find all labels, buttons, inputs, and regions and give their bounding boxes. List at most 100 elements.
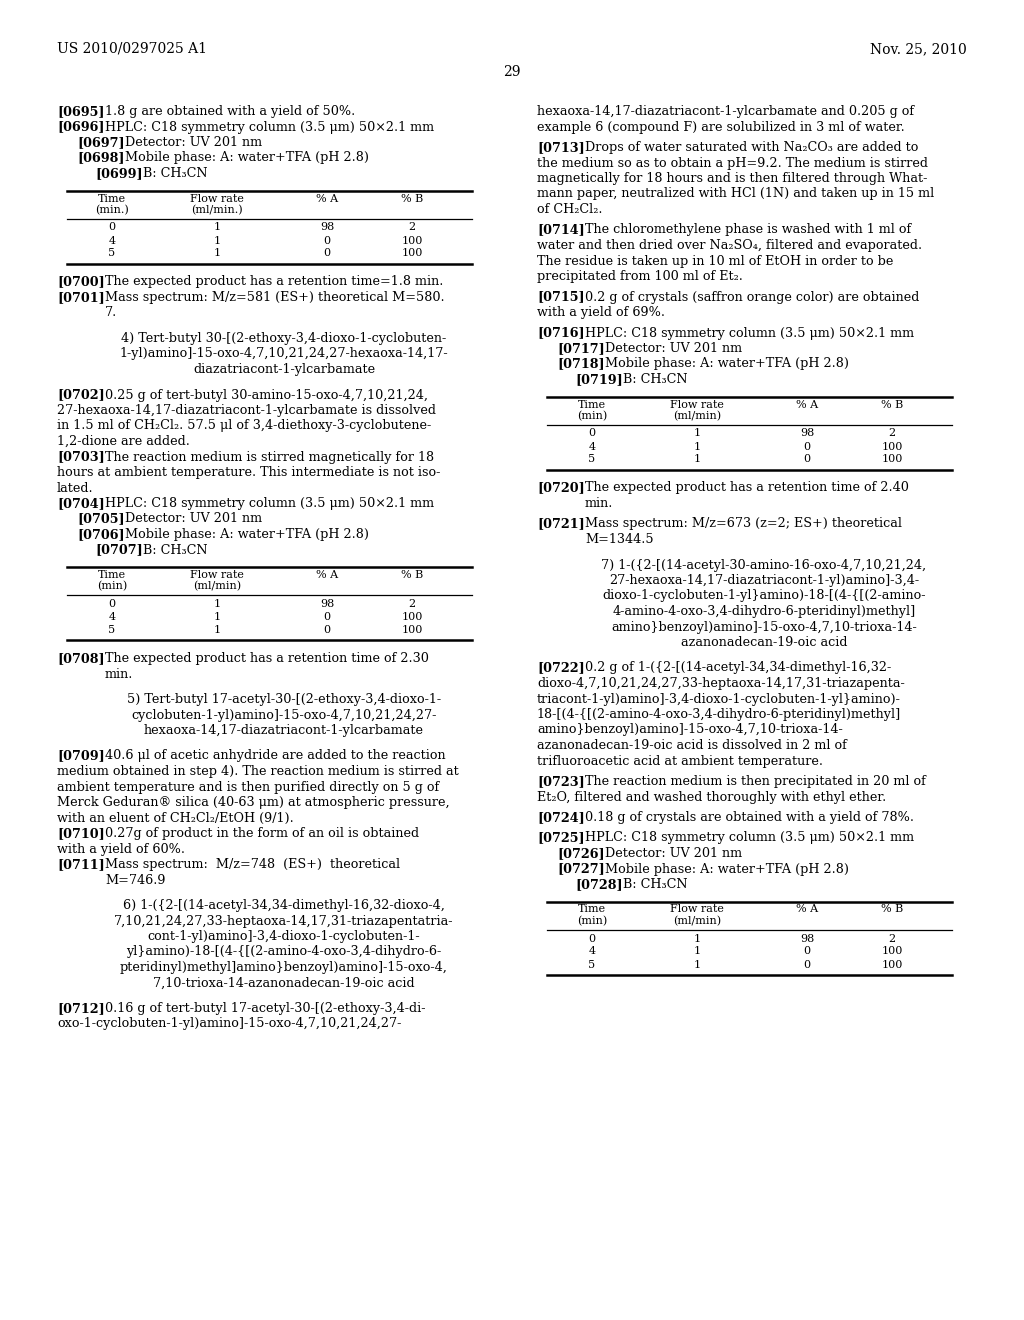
Text: [0719]: [0719] — [575, 374, 623, 385]
Text: cyclobuten-1-yl)amino]-15-oxo-4,7,10,21,24,27-: cyclobuten-1-yl)amino]-15-oxo-4,7,10,21,… — [131, 709, 436, 722]
Text: The expected product has a retention time of 2.40: The expected product has a retention tim… — [585, 482, 909, 495]
Text: % B: % B — [400, 194, 423, 203]
Text: The chloromethylene phase is washed with 1 ml of: The chloromethylene phase is washed with… — [585, 223, 911, 236]
Text: Time: Time — [98, 570, 126, 579]
Text: 7) 1-({2-[(14-acetyl-30-amino-16-oxo-4,7,10,21,24,: 7) 1-({2-[(14-acetyl-30-amino-16-oxo-4,7… — [601, 558, 927, 572]
Text: magnetically for 18 hours and is then filtered through What-: magnetically for 18 hours and is then fi… — [537, 172, 928, 185]
Text: 1: 1 — [213, 612, 220, 622]
Text: [0722]: [0722] — [537, 661, 585, 675]
Text: (ml/min.): (ml/min.) — [191, 205, 243, 215]
Text: ambient temperature and is then purified directly on 5 g of: ambient temperature and is then purified… — [57, 780, 439, 793]
Text: 98: 98 — [800, 429, 814, 438]
Text: [0712]: [0712] — [57, 1002, 104, 1015]
Text: 1: 1 — [693, 933, 700, 944]
Text: 1: 1 — [213, 624, 220, 635]
Text: [0697]: [0697] — [77, 136, 125, 149]
Text: pteridinyl)methyl]amino}benzoyl)amino]-15-oxo-4,: pteridinyl)methyl]amino}benzoyl)amino]-1… — [120, 961, 447, 974]
Text: dioxo-4,7,10,21,24,27,33-heptaoxa-14,17,31-triazapenta-: dioxo-4,7,10,21,24,27,33-heptaoxa-14,17,… — [537, 677, 905, 690]
Text: HPLC: C18 symmetry column (3.5 μm) 50×2.1 mm: HPLC: C18 symmetry column (3.5 μm) 50×2.… — [585, 326, 914, 339]
Text: Detector: UV 201 nm: Detector: UV 201 nm — [605, 847, 742, 861]
Text: % B: % B — [881, 400, 903, 409]
Text: triacont-1-yl)amino]-3,4-dioxo-1-cyclobuten-1-yl}amino)-: triacont-1-yl)amino]-3,4-dioxo-1-cyclobu… — [537, 693, 901, 705]
Text: yl}amino)-18-[(4-{[(2-amino-4-oxo-3,4-dihydro-6-: yl}amino)-18-[(4-{[(2-amino-4-oxo-3,4-di… — [126, 945, 441, 958]
Text: (min): (min) — [97, 581, 127, 591]
Text: [0704]: [0704] — [57, 498, 104, 510]
Text: 0.16 g of tert-butyl 17-acetyl-30-[(2-ethoxy-3,4-di-: 0.16 g of tert-butyl 17-acetyl-30-[(2-et… — [105, 1002, 426, 1015]
Text: [0720]: [0720] — [537, 482, 585, 495]
Text: Mass spectrum: M/z=581 (ES+) theoretical M=580.: Mass spectrum: M/z=581 (ES+) theoretical… — [105, 290, 444, 304]
Text: 98: 98 — [319, 223, 334, 232]
Text: of CH₂Cl₂.: of CH₂Cl₂. — [537, 203, 602, 216]
Text: 100: 100 — [401, 624, 423, 635]
Text: 0: 0 — [804, 441, 811, 451]
Text: 27-hexaoxa-14,17-diazatriacont-1-ylcarbamate is dissolved: 27-hexaoxa-14,17-diazatriacont-1-ylcarba… — [57, 404, 436, 417]
Text: hexaoxa-14,17-diazatriacont-1-ylcarbamate and 0.205 g of: hexaoxa-14,17-diazatriacont-1-ylcarbamat… — [537, 106, 914, 117]
Text: 98: 98 — [319, 599, 334, 609]
Text: 100: 100 — [401, 612, 423, 622]
Text: B: CH₃CN: B: CH₃CN — [623, 878, 688, 891]
Text: [0705]: [0705] — [77, 512, 125, 525]
Text: 100: 100 — [882, 960, 903, 969]
Text: HPLC: C18 symmetry column (3.5 μm) 50×2.1 mm: HPLC: C18 symmetry column (3.5 μm) 50×2.… — [585, 832, 914, 845]
Text: 1-yl)amino]-15-oxo-4,7,10,21,24,27-hexaoxa-14,17-: 1-yl)amino]-15-oxo-4,7,10,21,24,27-hexao… — [120, 347, 449, 360]
Text: B: CH₃CN: B: CH₃CN — [623, 374, 688, 385]
Text: The expected product has a retention time=1.8 min.: The expected product has a retention tim… — [105, 276, 443, 289]
Text: % B: % B — [400, 570, 423, 579]
Text: Mobile phase: A: water+TFA (pH 2.8): Mobile phase: A: water+TFA (pH 2.8) — [605, 862, 849, 875]
Text: [0701]: [0701] — [57, 290, 104, 304]
Text: Mass spectrum: M/z=673 (z=2; ES+) theoretical: Mass spectrum: M/z=673 (z=2; ES+) theore… — [585, 517, 902, 531]
Text: 0: 0 — [324, 612, 331, 622]
Text: (min): (min) — [577, 411, 607, 421]
Text: (min): (min) — [577, 916, 607, 925]
Text: 100: 100 — [882, 454, 903, 465]
Text: % A: % A — [796, 400, 818, 409]
Text: [0715]: [0715] — [537, 290, 585, 304]
Text: [0727]: [0727] — [557, 862, 605, 875]
Text: Flow rate: Flow rate — [190, 194, 244, 203]
Text: 5: 5 — [589, 960, 596, 969]
Text: 100: 100 — [882, 441, 903, 451]
Text: % A: % A — [316, 194, 338, 203]
Text: 7,10,21,24,27,33-heptaoxa-14,17,31-triazapentatria-: 7,10,21,24,27,33-heptaoxa-14,17,31-triaz… — [115, 915, 454, 928]
Text: The residue is taken up in 10 ml of EtOH in order to be: The residue is taken up in 10 ml of EtOH… — [537, 255, 893, 268]
Text: 0: 0 — [324, 248, 331, 259]
Text: 1: 1 — [213, 599, 220, 609]
Text: hours at ambient temperature. This intermediate is not iso-: hours at ambient temperature. This inter… — [57, 466, 440, 479]
Text: HPLC: C18 symmetry column (3.5 μm) 50×2.1 mm: HPLC: C18 symmetry column (3.5 μm) 50×2.… — [105, 120, 434, 133]
Text: Mobile phase: A: water+TFA (pH 2.8): Mobile phase: A: water+TFA (pH 2.8) — [125, 528, 369, 541]
Text: Time: Time — [578, 904, 606, 915]
Text: % A: % A — [796, 904, 818, 915]
Text: [0714]: [0714] — [537, 223, 585, 236]
Text: 6) 1-({2-[(14-acetyl-34,34-dimethyl-16,32-dioxo-4,: 6) 1-({2-[(14-acetyl-34,34-dimethyl-16,3… — [123, 899, 445, 912]
Text: [0710]: [0710] — [57, 828, 104, 840]
Text: [0721]: [0721] — [537, 517, 585, 531]
Text: [0700]: [0700] — [57, 276, 104, 289]
Text: 40.6 μl of acetic anhydride are added to the reaction: 40.6 μl of acetic anhydride are added to… — [105, 750, 445, 763]
Text: min.: min. — [585, 498, 613, 510]
Text: medium obtained in step 4). The reaction medium is stirred at: medium obtained in step 4). The reaction… — [57, 766, 459, 777]
Text: % A: % A — [316, 570, 338, 579]
Text: 0.2 g of 1-({2-[(14-acetyl-34,34-dimethyl-16,32-: 0.2 g of 1-({2-[(14-acetyl-34,34-dimethy… — [585, 661, 891, 675]
Text: 0: 0 — [324, 235, 331, 246]
Text: the medium so as to obtain a pH=9.2. The medium is stirred: the medium so as to obtain a pH=9.2. The… — [537, 157, 928, 169]
Text: diazatriacont-1-ylcarbamate: diazatriacont-1-ylcarbamate — [193, 363, 375, 376]
Text: 1: 1 — [693, 454, 700, 465]
Text: 0.27g of product in the form of an oil is obtained: 0.27g of product in the form of an oil i… — [105, 828, 419, 840]
Text: 100: 100 — [882, 946, 903, 957]
Text: [0724]: [0724] — [537, 810, 585, 824]
Text: example 6 (compound F) are solubilized in 3 ml of water.: example 6 (compound F) are solubilized i… — [537, 120, 905, 133]
Text: 2: 2 — [889, 933, 896, 944]
Text: [0706]: [0706] — [77, 528, 125, 541]
Text: 0: 0 — [109, 223, 116, 232]
Text: The reaction medium is then precipitated in 20 ml of: The reaction medium is then precipitated… — [585, 775, 926, 788]
Text: 1: 1 — [693, 946, 700, 957]
Text: lated.: lated. — [57, 482, 93, 495]
Text: azanonadecan-19-oic acid is dissolved in 2 ml of: azanonadecan-19-oic acid is dissolved in… — [537, 739, 847, 752]
Text: Detector: UV 201 nm: Detector: UV 201 nm — [125, 512, 262, 525]
Text: (min.): (min.) — [95, 205, 129, 215]
Text: trifluoroacetic acid at ambient temperature.: trifluoroacetic acid at ambient temperat… — [537, 755, 823, 767]
Text: B: CH₃CN: B: CH₃CN — [143, 168, 208, 180]
Text: Drops of water saturated with Na₂CO₃ are added to: Drops of water saturated with Na₂CO₃ are… — [585, 141, 919, 154]
Text: oxo-1-cyclobuten-1-yl)amino]-15-oxo-4,7,10,21,24,27-: oxo-1-cyclobuten-1-yl)amino]-15-oxo-4,7,… — [57, 1018, 401, 1031]
Text: [0707]: [0707] — [95, 544, 142, 557]
